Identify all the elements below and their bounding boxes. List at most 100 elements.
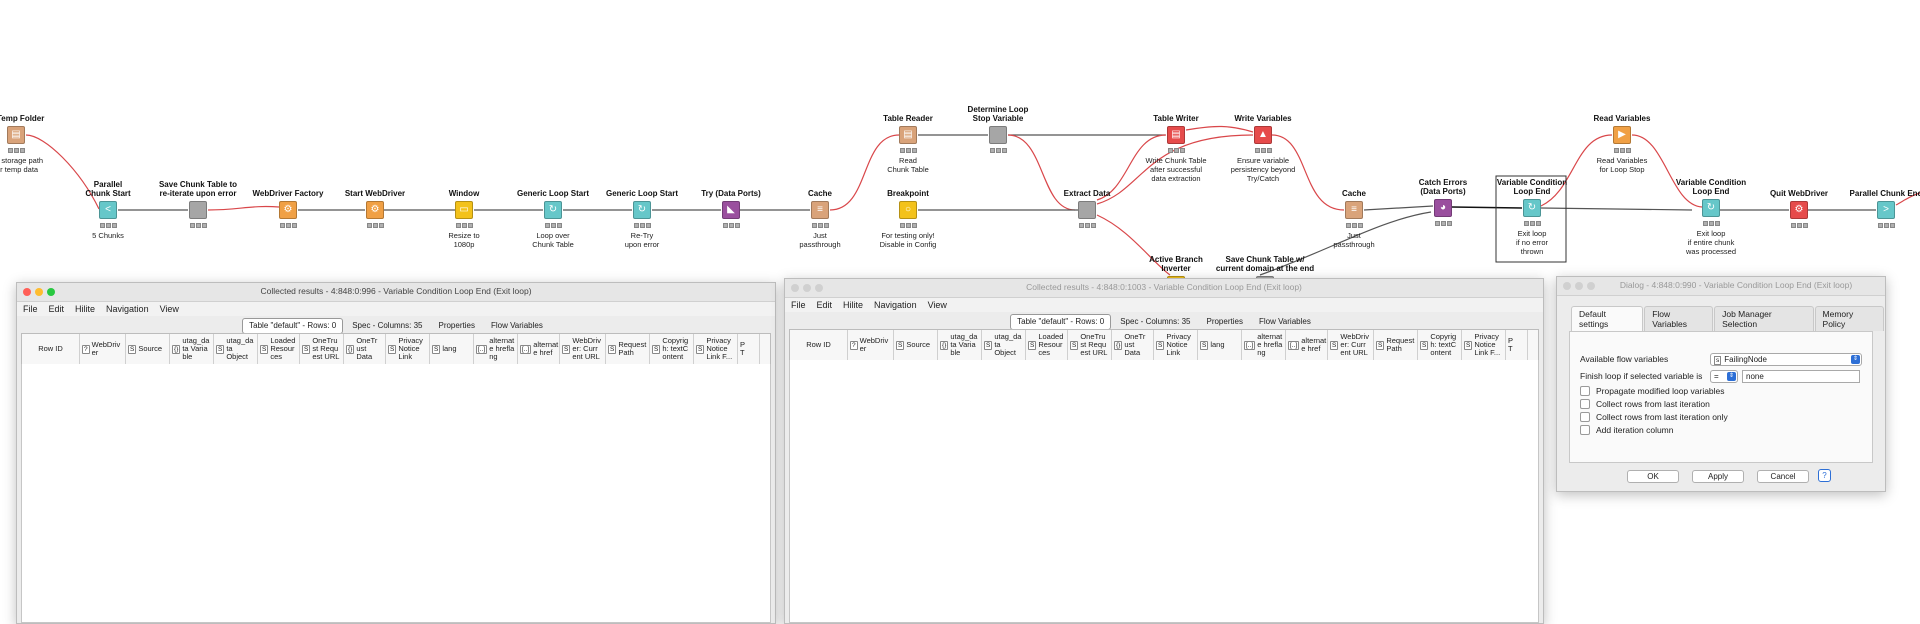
apply-button[interactable]: Apply xyxy=(1692,470,1744,483)
checkbox-collect-last[interactable]: Collect rows from last iteration xyxy=(1580,399,1710,409)
zoom-button[interactable] xyxy=(1587,282,1595,290)
column-header[interactable]: S Request Path xyxy=(606,334,650,364)
checkbox-propagate[interactable]: Propagate modified loop variables xyxy=(1580,386,1725,396)
column-header[interactable]: Row ID xyxy=(790,330,848,360)
menu-hilite[interactable]: Hilite xyxy=(75,304,96,314)
column-header[interactable]: S Request Path xyxy=(1374,330,1418,360)
column-header[interactable]: Row ID xyxy=(22,334,80,364)
checkbox-collect-last-only[interactable]: Collect rows from last iteration only xyxy=(1580,412,1728,422)
node-icon[interactable]: ◣ xyxy=(722,201,740,219)
tab-table[interactable]: Table "default" - Rows: 0 xyxy=(1010,314,1112,330)
table-body[interactable] xyxy=(789,360,1539,623)
column-header[interactable]: {} OneTr ust Data xyxy=(1112,330,1154,360)
column-header[interactable]: P T xyxy=(738,334,760,364)
menu-file[interactable]: File xyxy=(791,300,806,310)
checkbox[interactable] xyxy=(1580,386,1590,396)
zoom-button[interactable] xyxy=(47,288,55,296)
results-window-2[interactable]: Collected results - 4:848:0:1003 - Varia… xyxy=(784,278,1544,624)
column-header[interactable]: {} utag_da ta Varia ble xyxy=(170,334,214,364)
column-header[interactable]: {} OneTr ust Data xyxy=(344,334,386,364)
close-button[interactable] xyxy=(791,284,799,292)
cancel-button[interactable]: Cancel xyxy=(1757,470,1809,483)
node-icon[interactable]: ≡ xyxy=(1345,201,1363,219)
column-header[interactable]: [..] alternat e href xyxy=(1286,330,1328,360)
zoom-button[interactable] xyxy=(815,284,823,292)
menu-navigation[interactable]: Navigation xyxy=(106,304,149,314)
column-header[interactable]: S OneTru st Requ est URL xyxy=(300,334,344,364)
node-icon[interactable] xyxy=(189,201,207,219)
node-icon[interactable]: ▤ xyxy=(899,126,917,144)
column-header[interactable]: [..] alternat e hrefla ng xyxy=(1242,330,1286,360)
close-button[interactable] xyxy=(1563,282,1571,290)
minimize-button[interactable] xyxy=(803,284,811,292)
dialog-titlebar[interactable]: Dialog - 4:848:0:990 - Variable Conditio… xyxy=(1557,277,1885,296)
column-header[interactable]: S OneTru st Requ est URL xyxy=(1068,330,1112,360)
column-header[interactable]: S WebDriv er: Curr ent URL xyxy=(560,334,606,364)
column-header[interactable]: ? WebDriv er xyxy=(80,334,126,364)
results-window-1[interactable]: Collected results - 4:848:0:996 - Variab… xyxy=(16,282,776,624)
node-icon[interactable]: ⚙ xyxy=(1790,201,1808,219)
column-header[interactable]: [..] alternat e hrefla ng xyxy=(474,334,518,364)
minimize-button[interactable] xyxy=(35,288,43,296)
column-header[interactable]: S Privacy Notice Link xyxy=(386,334,430,364)
node-icon[interactable]: ▲ xyxy=(1254,126,1272,144)
menu-hilite[interactable]: Hilite xyxy=(843,300,864,310)
node-icon[interactable]: ▤ xyxy=(7,126,25,144)
column-header[interactable]: P T xyxy=(1506,330,1528,360)
tab-default-settings[interactable]: Default settings xyxy=(1571,306,1644,331)
node-icon[interactable]: ≡ xyxy=(811,201,829,219)
node-icon[interactable]: ⚙ xyxy=(366,201,384,219)
menu-view[interactable]: View xyxy=(159,304,179,314)
column-header[interactable]: S Privacy Notice Link F... xyxy=(694,334,738,364)
table-body[interactable] xyxy=(21,364,771,623)
column-header[interactable]: S Privacy Notice Link F... xyxy=(1462,330,1506,360)
node-icon[interactable]: ◕ xyxy=(1434,199,1452,217)
close-button[interactable] xyxy=(23,288,31,296)
column-header[interactable]: S Loaded Resour ces xyxy=(258,334,300,364)
tab-table[interactable]: Table "default" - Rows: 0 xyxy=(242,318,344,334)
column-header[interactable]: ? WebDriv er xyxy=(848,330,894,360)
node-icon[interactable]: ▶ xyxy=(1613,126,1631,144)
loop-end-dialog[interactable]: Dialog - 4:848:0:990 - Variable Conditio… xyxy=(1556,276,1886,492)
node-icon[interactable]: ↻ xyxy=(1702,199,1720,217)
menu-view[interactable]: View xyxy=(927,300,947,310)
menu-edit[interactable]: Edit xyxy=(48,304,65,314)
tab-flow-variables[interactable]: Flow Variables xyxy=(1644,306,1714,331)
node-icon[interactable]: > xyxy=(1877,201,1895,219)
menu-edit[interactable]: Edit xyxy=(816,300,833,310)
column-header[interactable]: S WebDriv er: Curr ent URL xyxy=(1328,330,1374,360)
column-header[interactable]: S Source xyxy=(894,330,938,360)
column-header[interactable]: S Loaded Resour ces xyxy=(1026,330,1068,360)
checkbox[interactable] xyxy=(1580,412,1590,422)
column-header[interactable]: S Copyrig h: textC ontent xyxy=(1418,330,1462,360)
tab-spec[interactable]: Spec - Columns: 35 xyxy=(1120,317,1191,326)
tab-spec[interactable]: Spec - Columns: 35 xyxy=(352,321,423,330)
node-icon[interactable]: ↻ xyxy=(1523,199,1541,217)
help-button[interactable]: ? xyxy=(1818,469,1831,482)
column-header[interactable]: S Copyrig h: textC ontent xyxy=(650,334,694,364)
node-icon[interactable]: ▭ xyxy=(455,201,473,219)
checkbox[interactable] xyxy=(1580,399,1590,409)
node-icon[interactable] xyxy=(1078,201,1096,219)
node-icon[interactable] xyxy=(989,126,1007,144)
window-titlebar[interactable]: Collected results - 4:848:0:1003 - Varia… xyxy=(785,279,1543,298)
ok-button[interactable]: OK xyxy=(1627,470,1679,483)
tab-properties[interactable]: Properties xyxy=(1206,317,1243,326)
tab-job-manager[interactable]: Job Manager Selection xyxy=(1714,306,1814,331)
column-header[interactable]: {} utag_da ta Varia ble xyxy=(938,330,982,360)
node-icon[interactable]: ↻ xyxy=(633,201,651,219)
tab-properties[interactable]: Properties xyxy=(438,321,475,330)
tab-flow-variables[interactable]: Flow Variables xyxy=(490,321,543,330)
operator-select[interactable]: = ⇕ xyxy=(1710,370,1738,383)
window-titlebar[interactable]: Collected results - 4:848:0:996 - Variab… xyxy=(17,283,775,302)
minimize-button[interactable] xyxy=(1575,282,1583,290)
node-icon[interactable]: < xyxy=(99,201,117,219)
column-header[interactable]: [..] alternat e href xyxy=(518,334,560,364)
checkbox-iteration-column[interactable]: Add iteration column xyxy=(1580,425,1674,435)
node-icon[interactable]: ⚙ xyxy=(279,201,297,219)
